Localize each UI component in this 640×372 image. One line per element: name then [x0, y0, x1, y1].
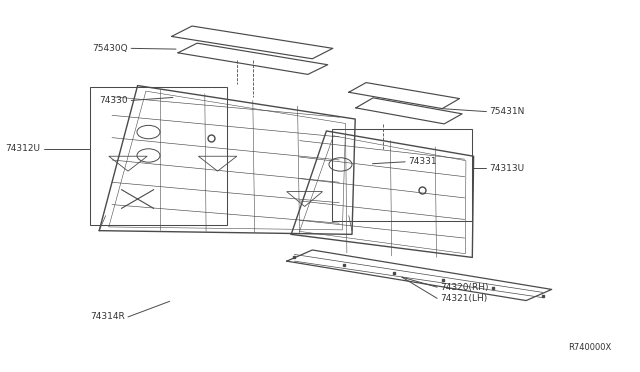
Text: 74321(LH): 74321(LH)	[440, 294, 488, 303]
Text: 74314R: 74314R	[90, 312, 125, 321]
Text: 74330: 74330	[99, 96, 128, 105]
Text: 74312U: 74312U	[5, 144, 40, 153]
Text: R740000X: R740000X	[568, 343, 611, 352]
Text: 74320(RH): 74320(RH)	[440, 283, 489, 292]
Text: 74331: 74331	[408, 157, 437, 166]
Bar	[332, 129, 472, 221]
Text: 75430Q: 75430Q	[92, 44, 128, 53]
Text: 75431N: 75431N	[490, 107, 525, 116]
Bar	[90, 87, 227, 225]
Text: 74313U: 74313U	[490, 164, 525, 173]
